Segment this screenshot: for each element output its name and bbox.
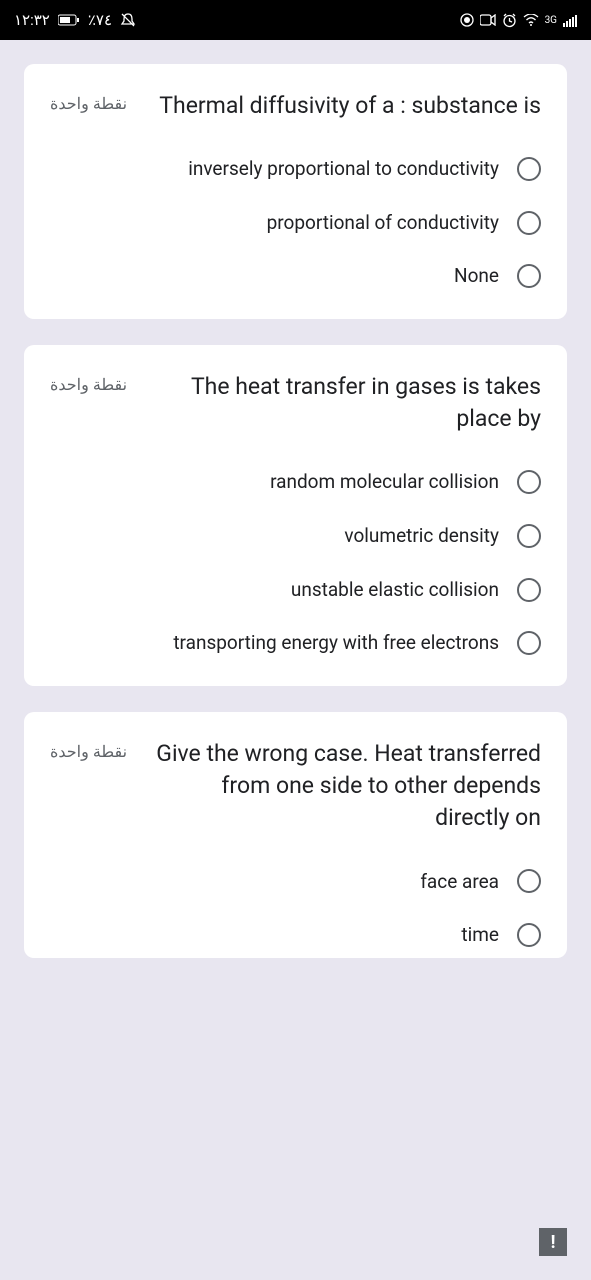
signal-icon [563, 13, 577, 27]
option-row[interactable]: None [50, 263, 541, 289]
radio-icon[interactable] [517, 264, 541, 288]
video-icon [480, 14, 496, 26]
option-row[interactable]: transporting energy with free electrons [50, 630, 541, 656]
record-icon [460, 13, 474, 27]
option-label: transporting energy with free electrons [173, 630, 499, 656]
battery-icon [58, 14, 80, 26]
feedback-button[interactable]: ! [539, 1228, 567, 1256]
question-card: نقطة واحدة The heat transfer in gases is… [24, 345, 567, 686]
option-row[interactable]: volumetric density [50, 523, 541, 549]
radio-icon[interactable] [517, 923, 541, 947]
radio-icon[interactable] [517, 211, 541, 235]
question-text: Thermal diffusivity of a : substance is [145, 90, 541, 122]
form-content: نقطة واحدة Thermal diffusivity of a : su… [0, 40, 591, 958]
points-label: نقطة واحدة [50, 742, 127, 761]
question-card: نقطة واحدة Give the wrong case. Heat tra… [24, 712, 567, 958]
option-label: inversely proportional to conductivity [188, 156, 499, 182]
question-card: نقطة واحدة Thermal diffusivity of a : su… [24, 64, 567, 319]
status-right: 3G [460, 13, 577, 28]
question-header: نقطة واحدة Thermal diffusivity of a : su… [50, 90, 541, 122]
question-header: نقطة واحدة The heat transfer in gases is… [50, 371, 541, 435]
option-row[interactable]: time [50, 922, 541, 948]
option-row[interactable]: face area [50, 869, 541, 895]
alarm-icon [502, 13, 517, 28]
option-label: volumetric density [344, 523, 499, 549]
status-time: ١٢:٣٢ [14, 11, 50, 29]
option-label: unstable elastic collision [291, 577, 499, 603]
option-label: face area [420, 869, 499, 895]
mute-icon [120, 12, 136, 28]
status-bar: ١٢:٣٢ ٪٧٤ 3G [0, 0, 591, 40]
option-label: random molecular collision [270, 469, 499, 495]
status-left: ١٢:٣٢ ٪٧٤ [14, 11, 136, 29]
radio-icon[interactable] [517, 470, 541, 494]
battery-pct: ٪٧٤ [88, 11, 112, 29]
points-label: نقطة واحدة [50, 94, 127, 113]
radio-icon[interactable] [517, 631, 541, 655]
wifi-icon [523, 14, 539, 26]
option-row[interactable]: proportional of conductivity [50, 210, 541, 236]
question-text: The heat transfer in gases is takes plac… [145, 371, 541, 435]
radio-icon[interactable] [517, 524, 541, 548]
radio-icon[interactable] [517, 869, 541, 893]
option-row[interactable]: unstable elastic collision [50, 577, 541, 603]
network-label: 3G [545, 15, 557, 26]
option-label: proportional of conductivity [267, 210, 499, 236]
option-row[interactable]: inversely proportional to conductivity [50, 156, 541, 182]
radio-icon[interactable] [517, 578, 541, 602]
question-text: Give the wrong case. Heat transferred fr… [145, 738, 541, 835]
option-label: None [454, 263, 499, 289]
option-row[interactable]: random molecular collision [50, 469, 541, 495]
option-label: time [461, 922, 499, 948]
points-label: نقطة واحدة [50, 375, 127, 394]
alert-icon: ! [551, 1232, 556, 1253]
question-header: نقطة واحدة Give the wrong case. Heat tra… [50, 738, 541, 835]
radio-icon[interactable] [517, 157, 541, 181]
